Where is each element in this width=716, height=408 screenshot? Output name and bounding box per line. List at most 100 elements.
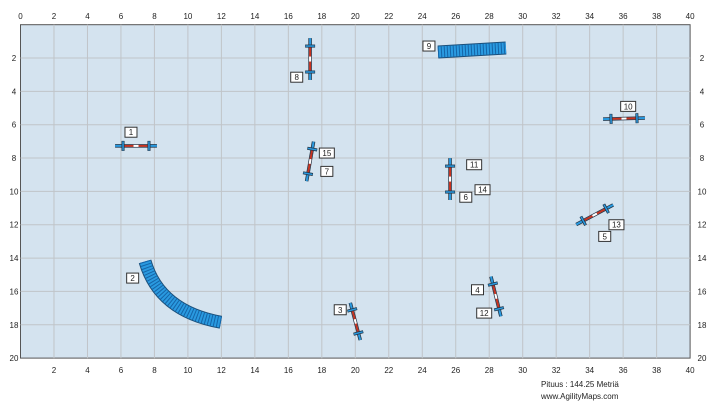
label-box [124,126,138,138]
x-tick-label-bottom: 28 [485,366,494,375]
jump [302,141,318,182]
x-tick-label-top: 14 [250,12,259,21]
obstacle-number-label: 9 [422,40,436,52]
label-text: 15 [322,149,331,158]
jump-wing [603,204,609,213]
x-tick-label-top: 30 [518,12,527,21]
y-tick-label-left: 16 [10,287,19,296]
y-tick-label-left: 8 [12,154,17,163]
x-tick-label-bottom: 30 [518,366,527,375]
jump [115,140,157,151]
x-tick-label-bottom: 26 [451,366,460,375]
y-tick-label-right: 10 [698,187,707,196]
y-tick-label-left: 2 [12,54,17,63]
x-tick-label-bottom: 8 [152,366,157,375]
y-tick-label-right: 14 [698,254,707,263]
jump [575,203,614,227]
x-tick-label-top: 0 [18,12,23,21]
obstacle-number-label: 2 [126,272,140,284]
label-box [290,71,304,83]
jump-bar-center [494,293,498,300]
jump-wing [353,331,363,335]
x-tick-label-bottom: 34 [585,366,594,375]
x-tick-label-bottom: 18 [317,366,326,375]
x-tick-label-top: 10 [183,12,192,21]
y-tick-label-right: 6 [700,121,705,130]
obstacle-number-label: 15 [318,147,335,159]
label-box [320,165,334,177]
y-tick-label-right: 16 [698,287,707,296]
x-tick-label-bottom: 32 [552,366,561,375]
label-box [422,40,436,52]
y-tick-label-left: 4 [12,87,17,96]
label-text: 9 [427,42,432,51]
y-tick-label-right: 2 [700,54,705,63]
tunnel-ribs [139,259,222,328]
label-box [471,284,485,296]
x-tick-label-top: 34 [585,12,594,21]
x-tick-label-bottom: 12 [217,366,226,375]
label-text: 2 [130,274,135,283]
x-tick-label-top: 26 [451,12,460,21]
x-tick-label-bottom: 40 [686,366,695,375]
jump [603,113,645,124]
jump-wing [307,147,317,151]
label-text: 14 [478,186,487,195]
x-tick-label-top: 8 [152,12,157,21]
x-tick-label-top: 6 [119,12,124,21]
label-text: 7 [325,167,330,176]
obstacle-number-label: 4 [471,284,485,296]
x-tick-label-bottom: 22 [384,366,393,375]
jump-wing [494,306,504,311]
label-text: 6 [464,193,469,202]
label-text: 13 [612,221,621,230]
x-tick-label-bottom: 14 [250,366,259,375]
jump-bar-center [591,212,598,217]
jump-bar-center [353,318,357,324]
jump [346,302,364,341]
x-tick-label-bottom: 24 [418,366,427,375]
y-tick-label-right: 20 [698,354,707,363]
label-box [608,219,625,231]
x-tick-label-bottom: 4 [85,366,90,375]
x-tick-label-top: 20 [351,12,360,21]
label-box [476,307,493,319]
x-tick-label-top: 40 [686,12,695,21]
y-tick-label-right: 4 [700,87,705,96]
label-text: 1 [129,128,134,137]
course-length: Pituus : 144.25 Metriä [541,380,619,389]
obstacle-number-label: 14 [474,184,491,196]
obstacle-number-label: 11 [466,159,483,171]
label-text: 12 [480,309,489,318]
jump-bar-center [308,158,312,164]
obstacle-number-label: 8 [290,71,304,83]
y-tick-label-right: 12 [698,221,707,230]
y-tick-label-left: 10 [10,187,19,196]
y-tick-label-right: 18 [698,321,707,330]
label-box [126,272,140,284]
x-tick-label-top: 24 [418,12,427,21]
label-box [620,100,637,112]
label-box [318,147,335,159]
label-box [474,184,491,196]
jump-wing [303,172,313,176]
label-text: 3 [338,306,343,315]
x-tick-label-bottom: 10 [183,366,192,375]
label-text: 5 [602,232,607,241]
obstacle-number-label: 3 [333,304,347,316]
y-tick-label-left: 12 [10,221,19,230]
tunnel [437,42,507,58]
x-tick-label-top: 22 [384,12,393,21]
x-tick-label-top: 28 [485,12,494,21]
x-tick-label-bottom: 38 [652,366,661,375]
label-text: 11 [470,161,479,170]
label-box [466,159,483,171]
label-text: 10 [624,102,633,111]
x-tick-label-bottom: 6 [119,366,124,375]
x-tick-label-top: 4 [85,12,90,21]
jump-wing [580,216,587,226]
jump [487,276,505,317]
site-url: www.AgilityMaps.com [541,392,619,401]
label-text: 8 [294,73,299,82]
